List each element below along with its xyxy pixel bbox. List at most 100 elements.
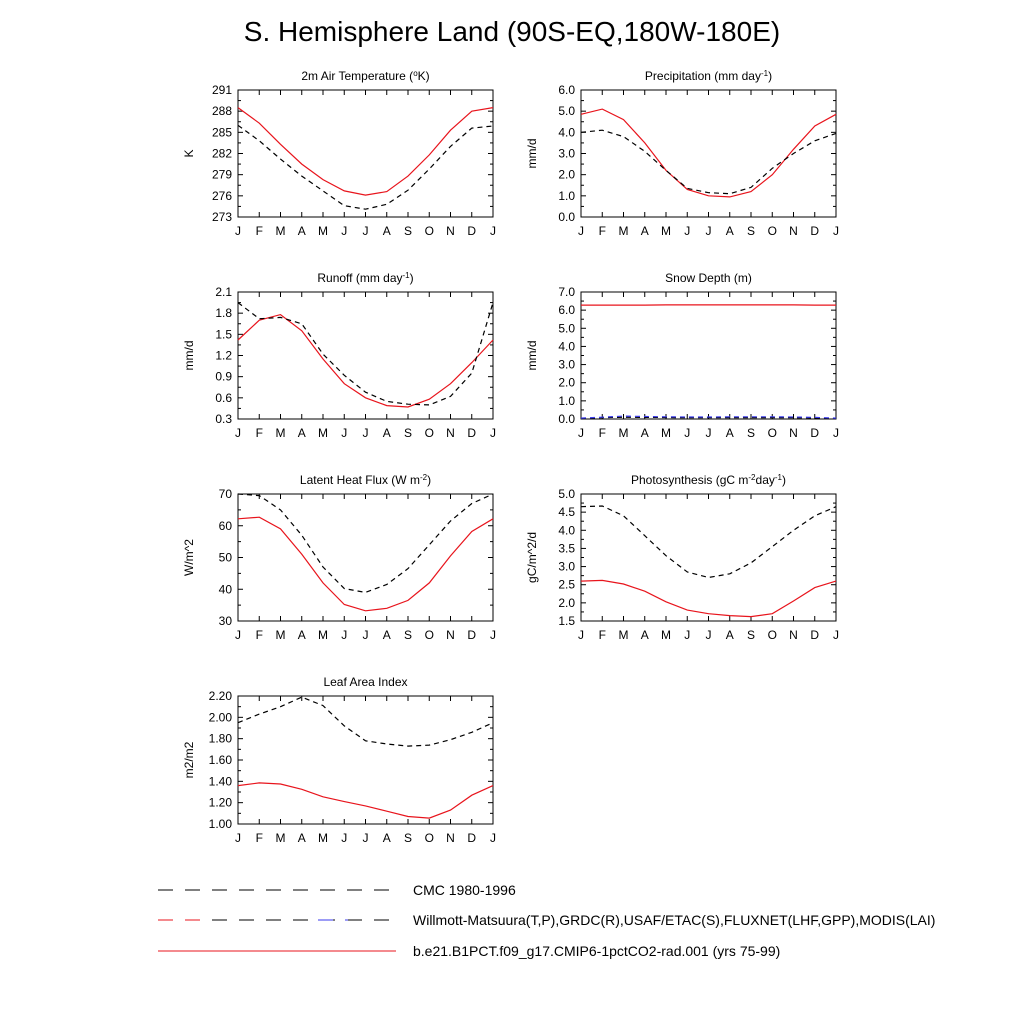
- x-tick-label: N: [446, 224, 455, 238]
- x-tick-label: M: [619, 224, 629, 238]
- y-tick-label: 1.8: [215, 306, 232, 320]
- panel-title-text: Leaf Area Index: [323, 675, 407, 689]
- x-tick-label: N: [446, 831, 455, 845]
- x-tick-label: A: [641, 224, 649, 238]
- y-tick-label: 60: [219, 519, 233, 533]
- x-tick-label: J: [684, 426, 690, 440]
- x-tick-label: A: [383, 628, 391, 642]
- x-tick-label: A: [298, 426, 306, 440]
- panel-title: Latent Heat Flux (W m-2): [300, 473, 431, 488]
- panel-title-superscript: -2: [748, 473, 756, 482]
- legend-label-model: b.e21.B1PCT.f09_g17.CMIP6-1pctCO2-rad.00…: [413, 943, 781, 959]
- legend-swatch-model: [158, 950, 396, 952]
- x-tick-label: J: [706, 224, 712, 238]
- x-tick-label: J: [833, 628, 839, 642]
- x-tick-label: D: [467, 224, 476, 238]
- y-tick-label: 1.2: [215, 349, 232, 363]
- y-tick-label: 1.0: [558, 394, 575, 408]
- y-tick-label: 1.60: [209, 753, 233, 767]
- y-tick-label: 2.5: [558, 578, 575, 592]
- x-tick-label: O: [425, 628, 434, 642]
- y-axis-label: gC/m^2/d: [525, 532, 539, 583]
- legend-item-cmc: CMC 1980-1996: [158, 882, 978, 902]
- y-tick-label: 282: [212, 147, 232, 161]
- x-tick-label: A: [298, 224, 306, 238]
- x-tick-label: M: [276, 831, 286, 845]
- series-line-b-e21-b1pct-f09-g17-cmip6-1pct: [237, 313, 494, 408]
- x-tick-label: F: [599, 628, 606, 642]
- panel-title-text-mid: day: [756, 473, 775, 487]
- x-tick-label: A: [641, 426, 649, 440]
- panel-title-text: Runoff (mm day: [317, 271, 402, 285]
- page-title: S. Hemisphere Land (90S-EQ,180W-180E): [243, 16, 781, 47]
- y-tick-label: 40: [219, 582, 233, 596]
- y-axis-label: m2/m2: [182, 741, 196, 778]
- x-tick-label: S: [404, 628, 412, 642]
- x-tick-label: J: [684, 224, 690, 238]
- x-tick-label: S: [747, 224, 755, 238]
- x-tick-label: M: [276, 224, 286, 238]
- x-tick-label: M: [276, 628, 286, 642]
- y-tick-label: 5.0: [558, 321, 575, 335]
- y-tick-label: 1.0: [558, 189, 575, 203]
- x-tick-label: O: [768, 426, 777, 440]
- x-tick-label: F: [256, 426, 263, 440]
- x-tick-label: A: [383, 426, 391, 440]
- panel-title: Photosynthesis (gC m-2day-1): [631, 473, 786, 488]
- panel-title: Precipitation (mm day-1): [645, 69, 772, 84]
- y-tick-label: 4.0: [558, 125, 575, 139]
- y-tick-label: 3.0: [558, 560, 575, 574]
- y-tick-label: 70: [219, 487, 233, 501]
- x-tick-label: J: [363, 426, 369, 440]
- panel-title-superscript: o: [413, 69, 418, 78]
- x-tick-label: M: [318, 426, 328, 440]
- series-line-cmc-1980-1996: [580, 416, 837, 419]
- x-tick-label: D: [467, 426, 476, 440]
- x-tick-label: A: [726, 628, 734, 642]
- x-tick-label: M: [661, 426, 671, 440]
- y-tick-label: 2.0: [558, 376, 575, 390]
- x-tick-label: A: [383, 224, 391, 238]
- x-tick-label: N: [446, 628, 455, 642]
- y-tick-label: 1.5: [215, 327, 232, 341]
- x-tick-label: J: [235, 426, 241, 440]
- x-tick-label: A: [383, 831, 391, 845]
- y-tick-label: 3.5: [558, 541, 575, 555]
- y-axis-label: mm/d: [525, 139, 539, 169]
- legend-item-obs: Willmott-Matsuura(T,P),GRDC(R),USAF/ETAC…: [158, 912, 978, 932]
- panel-title-text: Latent Heat Flux (W m: [300, 473, 420, 487]
- x-tick-label: A: [726, 224, 734, 238]
- x-tick-label: J: [235, 224, 241, 238]
- y-tick-label: 0.0: [558, 412, 575, 426]
- panel-title-superscript: -1: [761, 69, 769, 78]
- y-axis-label: mm/d: [182, 341, 196, 371]
- x-tick-label: M: [619, 628, 629, 642]
- x-tick-label: A: [641, 628, 649, 642]
- y-tick-label: 30: [219, 614, 233, 628]
- panel-title-text-end: ): [782, 473, 786, 487]
- panel-runoff-mm-day: J F M A M J J A S O N D J0.30.60.91.21.51.82.1mm/dRu…: [182, 271, 496, 441]
- panel-title-text-end: ): [410, 271, 414, 285]
- panel-title-text: Photosynthesis (gC m: [631, 473, 748, 487]
- y-tick-label: 4.0: [558, 339, 575, 353]
- plot-frame: [580, 493, 837, 622]
- panel-photosynthesis-gc-m: J F M A M J J A S O N D J1.52.02.53.03.54.04.55.0gC/…: [525, 473, 839, 643]
- x-tick-label: J: [341, 224, 347, 238]
- x-tick-label: O: [768, 224, 777, 238]
- y-tick-label: 1.00: [209, 817, 233, 831]
- x-tick-label: J: [490, 628, 496, 642]
- y-tick-label: 5.0: [558, 487, 575, 501]
- y-tick-label: 2.00: [209, 710, 233, 724]
- panel-title: 2m Air Temperature (oK): [301, 69, 429, 84]
- x-tick-label: J: [706, 426, 712, 440]
- y-tick-label: 2.20: [209, 689, 233, 703]
- y-tick-label: 6.0: [558, 83, 575, 97]
- x-tick-label: J: [235, 628, 241, 642]
- y-tick-label: 2.0: [558, 168, 575, 182]
- panel-leaf-area-index: J F M A M J J A S O N D J1.001.201.401.601.802.002.2…: [182, 675, 496, 845]
- series-line-willmott-matsuura-t-p-grdc-r-u: [580, 129, 837, 195]
- plot-frame: [580, 291, 837, 420]
- y-tick-label: 0.6: [215, 391, 232, 405]
- panel-snow-depth-m: J F M A M J J A S O N D J0.01.02.03.04.05.06.07.0mm/…: [525, 271, 839, 440]
- panel-title-text: Precipitation (mm day: [645, 69, 761, 83]
